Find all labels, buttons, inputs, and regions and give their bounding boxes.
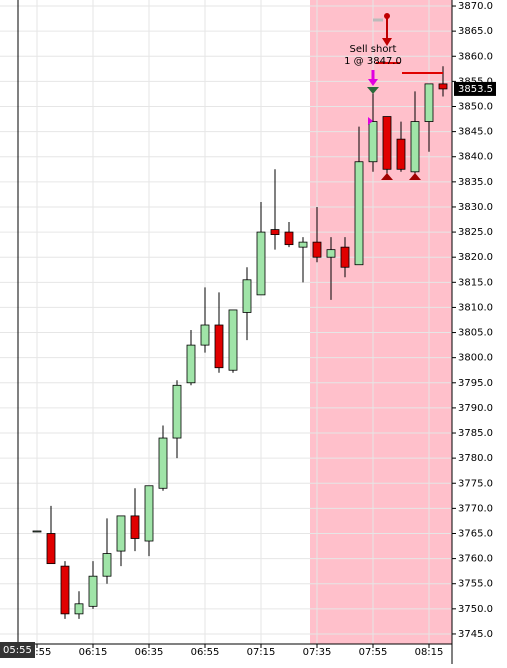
- entry-marker: [367, 87, 379, 94]
- x-tick-label: 08:15: [415, 647, 444, 658]
- last-price: 3853.5: [454, 81, 496, 96]
- y-tick-label: 3815.0: [458, 277, 493, 288]
- y-tick-label: 3855.0: [458, 76, 493, 87]
- candle-body: [284, 231, 294, 246]
- annotation-detail: 1 @ 3847.0: [344, 56, 402, 67]
- candle-body: [228, 309, 238, 371]
- y-tick-label: 3795.0: [458, 378, 493, 389]
- crosshair-label-box: [0, 642, 35, 658]
- candle-body: [340, 246, 350, 268]
- y-tick-label: 3760.0: [458, 554, 493, 565]
- candle-body: [158, 437, 168, 489]
- candle-body: [312, 241, 322, 258]
- signal-dot: [384, 13, 390, 19]
- y-tick-labels: 3745.0 3750.0 3755.0 3760.0 3765.0 3770.0 3775…: [452, 1, 493, 640]
- candle-body: [186, 344, 196, 384]
- candle-body: [32, 530, 42, 533]
- entry-marker: [368, 117, 373, 125]
- candle-body: [74, 603, 84, 615]
- y-tick-label: 3825.0: [458, 227, 493, 238]
- x-tick-labels: 05:55 06:15 06:35 06:55 07:15 07:35 07:55 08:15: [23, 644, 444, 658]
- signals: [367, 13, 443, 180]
- x-tick-label: 05:55: [23, 647, 52, 658]
- candle-body: [60, 565, 70, 615]
- y-tick-label: 3785.0: [458, 428, 493, 439]
- candle-body: [396, 138, 406, 170]
- grid: [0, 0, 452, 644]
- last-price-label: 3853.5: [458, 84, 493, 95]
- y-tick-label: 3780.0: [458, 453, 493, 464]
- last-price-box: [454, 81, 496, 96]
- candle-body: [256, 231, 266, 296]
- y-tick-label: 3840.0: [458, 152, 493, 163]
- candle-body: [214, 324, 224, 369]
- x-tick-label: 06:55: [191, 647, 220, 658]
- y-tick-label: 3850.0: [458, 101, 493, 112]
- candle-body: [242, 279, 252, 313]
- y-tick-label: 3775.0: [458, 478, 493, 489]
- y-tick-label: 3845.0: [458, 127, 493, 138]
- exit-marker: [381, 173, 393, 180]
- exit-marker: [409, 173, 421, 180]
- candle-body: [46, 533, 56, 565]
- candle-body: [424, 83, 434, 122]
- y-tick-label: 3765.0: [458, 528, 493, 539]
- y-tick-label: 3745.0: [458, 629, 493, 640]
- y-tick-label: 3865.0: [458, 26, 493, 37]
- candle-body: [88, 575, 98, 607]
- candle-body: [130, 515, 140, 539]
- y-tick-label: 3870.0: [458, 1, 493, 12]
- y-tick-label: 3755.0: [458, 579, 493, 590]
- crosshair-label: 05:55: [3, 645, 32, 656]
- candles: [32, 66, 448, 619]
- candle-body: [354, 161, 364, 266]
- y-tick-label: 3800.0: [458, 353, 493, 364]
- y-tick-label: 3810.0: [458, 302, 493, 313]
- entry-arrow: [368, 79, 378, 86]
- candle-body: [102, 553, 112, 577]
- y-tick-label: 3835.0: [458, 177, 493, 188]
- candle-body: [368, 121, 378, 163]
- candle-body: [298, 241, 308, 248]
- x-tick-label: 06:35: [135, 647, 164, 658]
- x-tick-label: 06:15: [79, 647, 108, 658]
- y-tick-label: 3770.0: [458, 503, 493, 514]
- y-tick-label: 3830.0: [458, 202, 493, 213]
- x-tick-label: 07:55: [359, 647, 388, 658]
- signal-arrow: [382, 38, 392, 46]
- candle-body: [382, 116, 392, 170]
- candle-body: [200, 324, 210, 346]
- candle-body: [270, 229, 280, 235]
- candle-body: [326, 249, 336, 258]
- x-tick-label: 07:15: [247, 647, 276, 658]
- candle-body: [438, 83, 448, 90]
- y-tick-label: 3805.0: [458, 328, 493, 339]
- candle-body: [116, 515, 126, 552]
- x-tick-label: 07:35: [303, 647, 332, 658]
- candle-body: [172, 384, 182, 439]
- y-tick-label: 3820.0: [458, 252, 493, 263]
- y-tick-label: 3790.0: [458, 403, 493, 414]
- y-tick-label: 3860.0: [458, 51, 493, 62]
- candle-body: [144, 485, 154, 542]
- y-tick-label: 3750.0: [458, 604, 493, 615]
- candle-body: [410, 121, 420, 173]
- annotation: Sell short: [350, 44, 397, 55]
